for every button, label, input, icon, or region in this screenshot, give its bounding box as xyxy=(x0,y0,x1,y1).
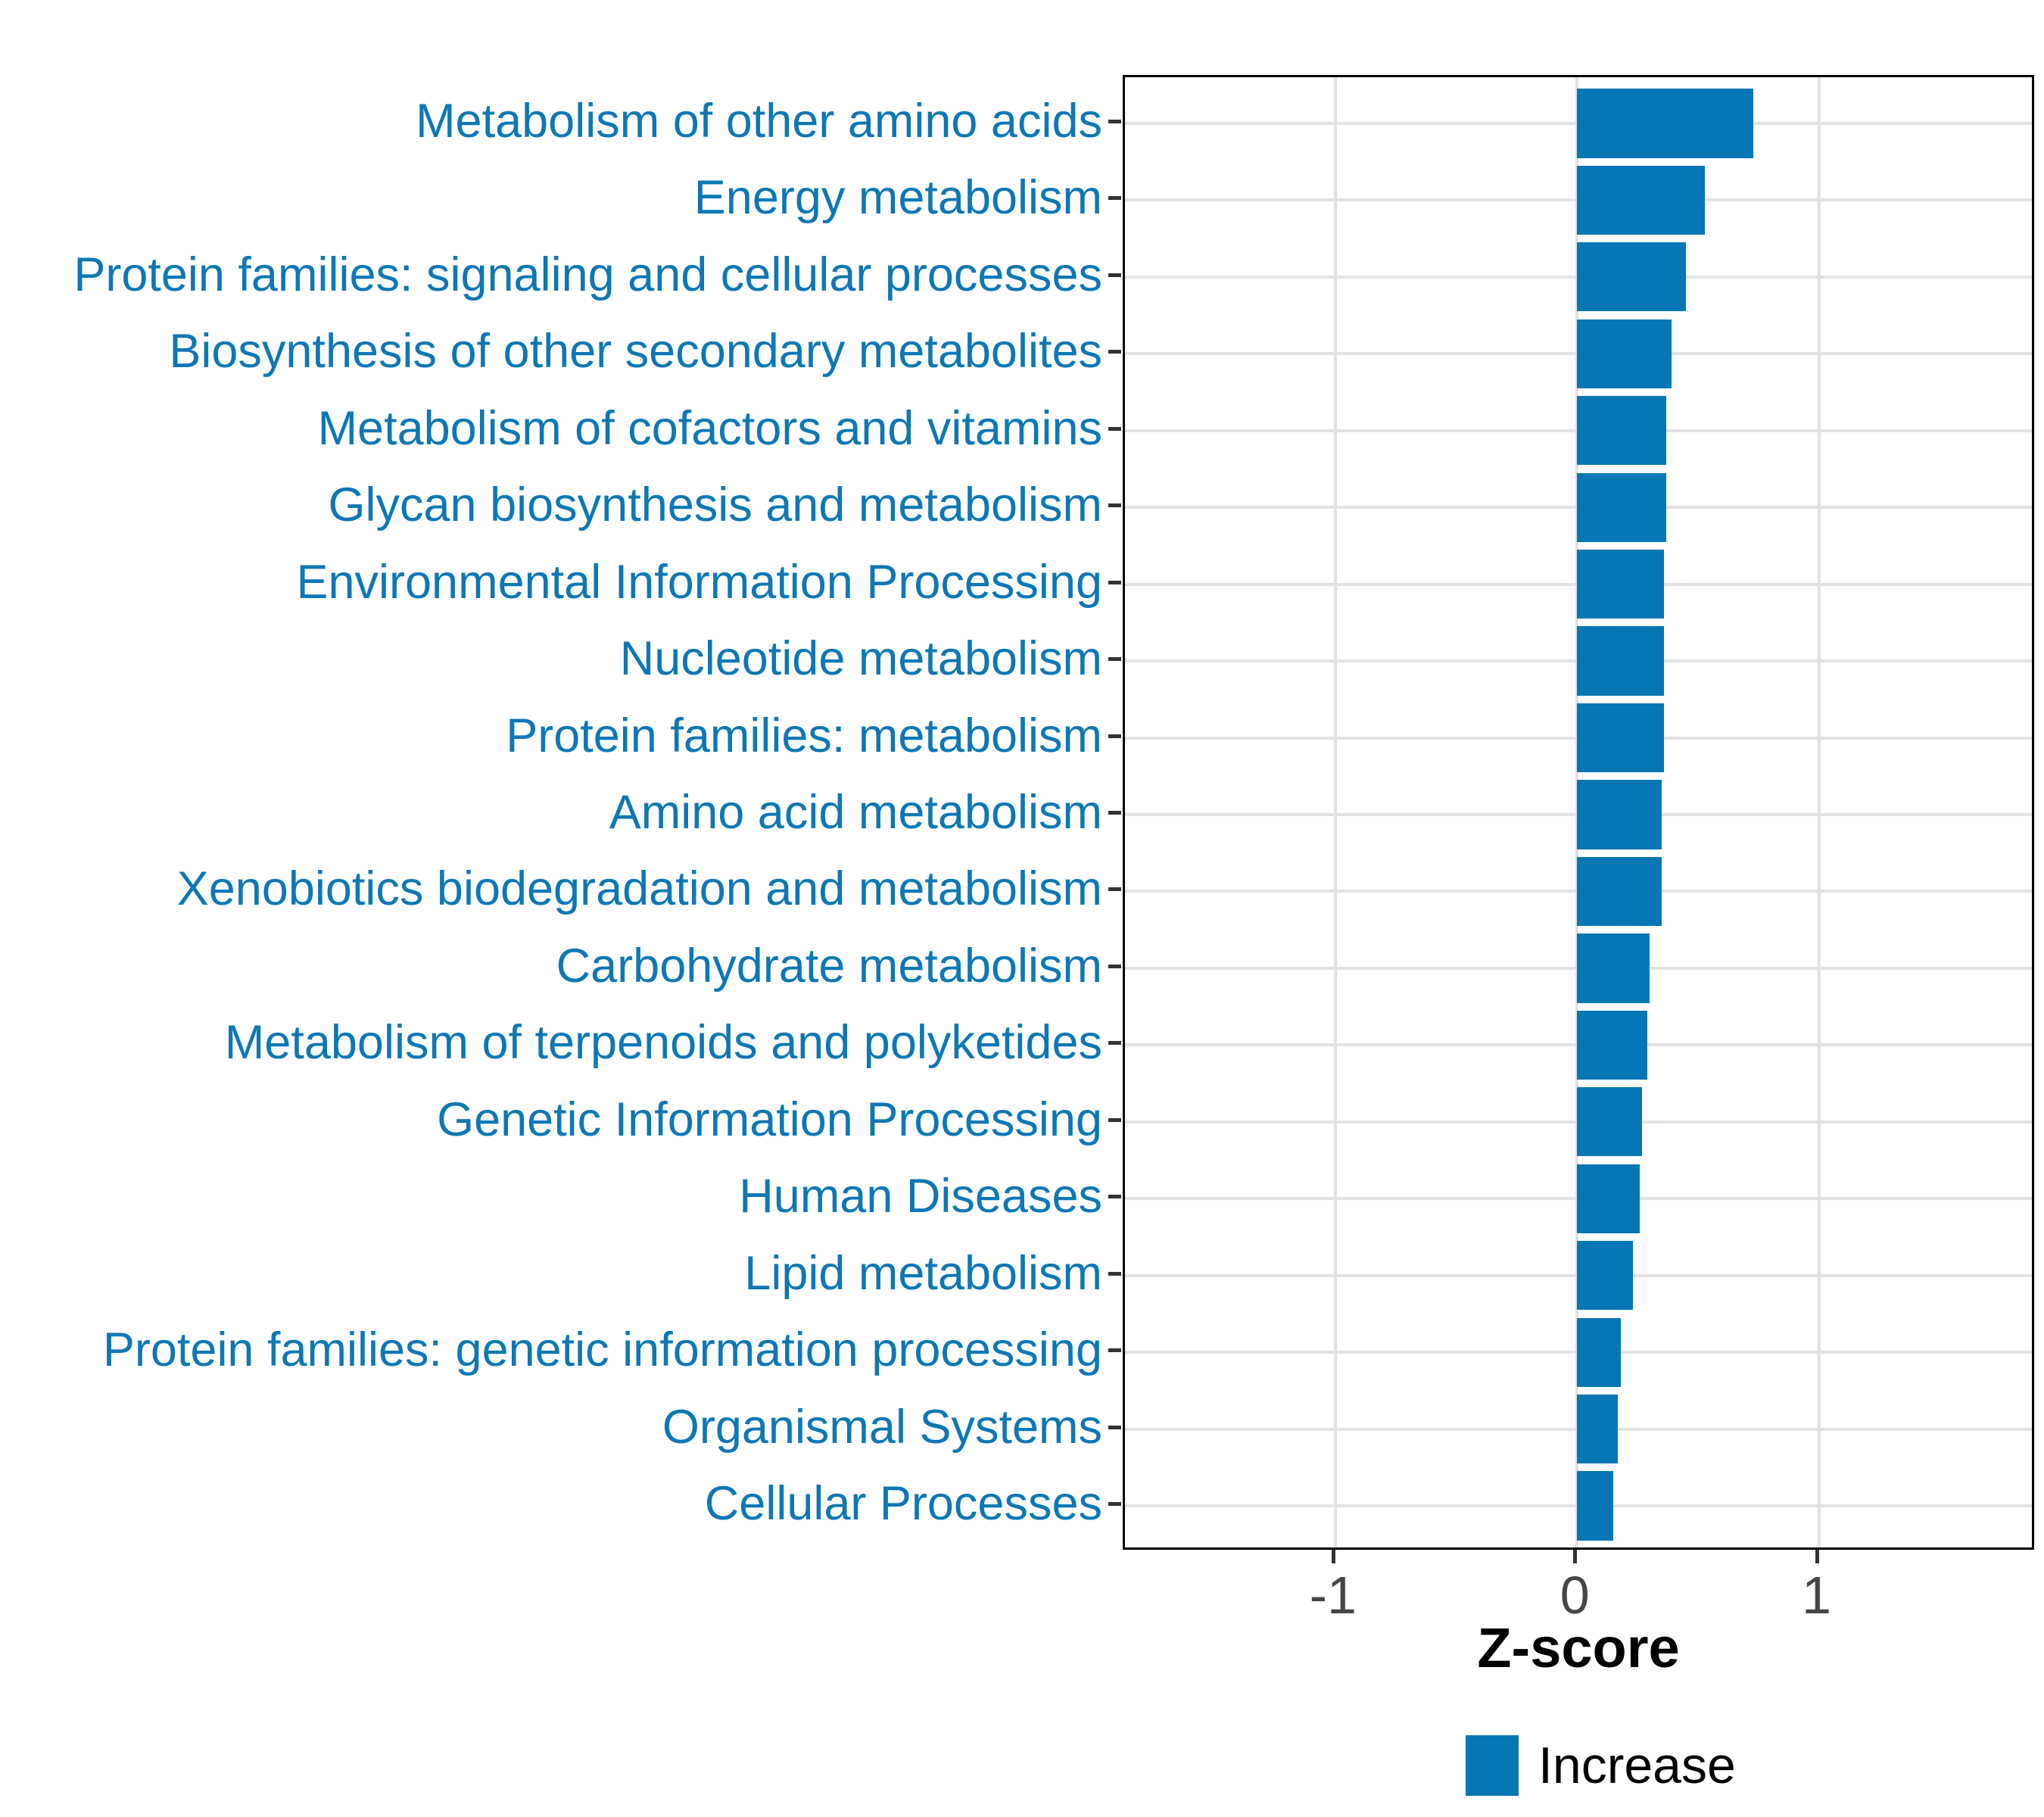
y-tick-mark xyxy=(1108,1425,1121,1429)
bar xyxy=(1577,933,1650,1003)
y-tick-mark xyxy=(1108,887,1121,892)
y-tick-mark xyxy=(1108,350,1121,354)
bar xyxy=(1577,1471,1614,1541)
bar xyxy=(1577,1087,1643,1157)
x-tick-mark xyxy=(1815,1550,1819,1563)
x-tick-mark xyxy=(1573,1550,1578,1563)
legend-swatch-increase-icon xyxy=(1466,1735,1519,1796)
x-axis-title: Z-score xyxy=(1477,1616,1680,1679)
y-axis-label: Genetic Information Processing xyxy=(437,1092,1102,1146)
y-tick-mark xyxy=(1108,273,1121,277)
y-tick-mark xyxy=(1108,657,1121,662)
y-tick-mark xyxy=(1108,734,1121,738)
plot-panel xyxy=(1123,75,2034,1550)
y-tick-mark xyxy=(1108,580,1121,584)
y-axis-label: Environmental Information Processing xyxy=(296,555,1102,609)
y-axis-label: Nucleotide metabolism xyxy=(619,632,1102,686)
bar xyxy=(1577,780,1662,849)
y-axis-label: Human Diseases xyxy=(739,1170,1102,1223)
y-tick-mark xyxy=(1108,1348,1121,1353)
y-tick-mark xyxy=(1108,1195,1121,1199)
bar xyxy=(1577,472,1667,542)
x-axis-tick-label: 1 xyxy=(1802,1566,1832,1625)
bar xyxy=(1577,626,1665,696)
y-tick-mark xyxy=(1108,1117,1121,1122)
bar xyxy=(1577,1241,1633,1311)
y-axis-label: Protein families: genetic information pr… xyxy=(102,1323,1102,1377)
bar xyxy=(1577,1395,1619,1464)
y-axis-label: Biosynthesis of other secondary metaboli… xyxy=(169,325,1102,379)
y-tick-mark xyxy=(1108,119,1121,123)
y-axis-label: Energy metabolism xyxy=(693,171,1102,225)
y-axis-label: Amino acid metabolism xyxy=(609,786,1102,839)
y-axis-label: Carbohydrate metabolism xyxy=(556,939,1102,993)
bar xyxy=(1577,89,1754,158)
y-tick-mark xyxy=(1108,503,1121,508)
vertical-gridline xyxy=(1817,77,1821,1547)
y-axis-label: Lipid metabolism xyxy=(744,1246,1102,1300)
y-tick-mark xyxy=(1108,964,1121,968)
y-tick-mark xyxy=(1108,1502,1121,1507)
y-axis-label: Cellular Processes xyxy=(704,1477,1102,1531)
y-axis-label: Metabolism of other amino acids xyxy=(416,94,1102,148)
bar xyxy=(1577,1317,1621,1387)
bar xyxy=(1577,549,1665,619)
legend-label: Increase xyxy=(1538,1737,1736,1794)
bar xyxy=(1577,165,1706,235)
y-tick-mark xyxy=(1108,1271,1121,1276)
y-tick-mark xyxy=(1108,426,1121,431)
vertical-gridline xyxy=(1333,77,1337,1547)
x-axis-tick-label: -1 xyxy=(1309,1566,1357,1625)
y-tick-mark xyxy=(1108,196,1121,201)
x-axis-tick-label: 0 xyxy=(1559,1566,1590,1625)
bar xyxy=(1577,1164,1640,1233)
y-tick-mark xyxy=(1108,811,1121,815)
y-axis-label: Metabolism of terpenoids and polyketides xyxy=(224,1016,1102,1070)
y-axis-label: Protein families: metabolism xyxy=(506,709,1102,762)
y-axis-label: Protein families: signaling and cellular… xyxy=(73,248,1102,301)
y-axis-label: Metabolism of cofactors and vitamins xyxy=(317,401,1102,455)
bar xyxy=(1577,319,1672,388)
bar xyxy=(1577,856,1662,927)
y-axis-label: Glycan biosynthesis and metabolism xyxy=(328,478,1103,532)
bar xyxy=(1577,703,1665,773)
y-axis-label: Organismal Systems xyxy=(662,1400,1102,1454)
y-axis-label: Xenobiotics biodegradation and metabolis… xyxy=(176,862,1102,916)
bar xyxy=(1577,396,1667,466)
bar xyxy=(1577,1010,1647,1080)
y-tick-mark xyxy=(1108,1041,1121,1046)
bar xyxy=(1577,242,1686,312)
x-tick-mark xyxy=(1331,1550,1335,1563)
